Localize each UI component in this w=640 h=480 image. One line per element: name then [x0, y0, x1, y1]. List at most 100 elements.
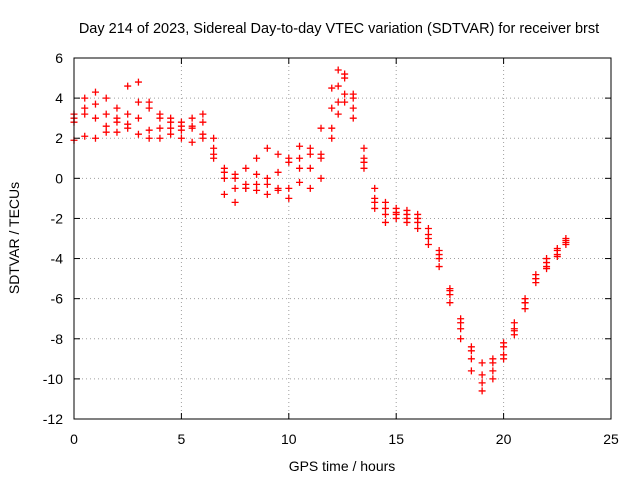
data-point — [306, 184, 314, 192]
data-point — [188, 124, 196, 132]
data-point — [145, 134, 153, 142]
data-point — [553, 247, 561, 255]
y-tick-label: -2 — [51, 210, 64, 226]
data-point — [113, 128, 121, 136]
x-tick-label: 5 — [178, 431, 186, 447]
data-point — [113, 114, 121, 122]
data-point — [253, 180, 261, 188]
data-point — [263, 174, 271, 182]
data-point — [489, 367, 497, 375]
data-point — [210, 144, 218, 152]
data-point — [403, 210, 411, 218]
data-point — [457, 319, 465, 327]
data-point — [500, 343, 508, 351]
data-point — [134, 130, 142, 138]
data-point — [91, 114, 99, 122]
data-point — [102, 110, 110, 118]
data-point — [263, 180, 271, 188]
y-tick-label: -4 — [51, 251, 64, 267]
data-point — [349, 114, 357, 122]
data-point — [263, 144, 271, 152]
data-point — [145, 126, 153, 134]
y-tick-label: 4 — [55, 90, 63, 106]
data-point — [199, 110, 207, 118]
x-tick-label: 25 — [603, 431, 619, 447]
data-point — [489, 375, 497, 383]
data-point — [392, 208, 400, 216]
data-point — [306, 150, 314, 158]
series-day-1 — [70, 90, 570, 387]
data-point — [562, 241, 570, 249]
data-point — [381, 204, 389, 212]
data-point — [91, 100, 99, 108]
y-tick-label: 6 — [55, 50, 63, 66]
data-point — [124, 110, 132, 118]
data-point — [210, 134, 218, 142]
data-point — [424, 241, 432, 249]
data-point — [220, 168, 228, 176]
data-point — [145, 98, 153, 106]
chart-title: Day 214 of 2023, Sidereal Day-to-day VTE… — [79, 21, 599, 37]
y-axis-label: SDTVAR / TECUs — [6, 182, 22, 294]
x-tick-label: 15 — [388, 431, 404, 447]
data-point — [177, 134, 185, 142]
data-point — [124, 120, 132, 128]
data-point — [510, 327, 518, 335]
y-tick-label: 0 — [55, 170, 63, 186]
data-point — [467, 343, 475, 351]
data-point — [328, 84, 336, 92]
data-point — [231, 174, 239, 182]
data-point — [134, 78, 142, 86]
data-point — [328, 134, 336, 142]
grid-lines — [74, 58, 611, 419]
data-point — [414, 214, 422, 222]
x-tick-label: 10 — [281, 431, 297, 447]
data-point — [446, 287, 454, 295]
data-point — [285, 194, 293, 202]
data-point — [424, 224, 432, 232]
y-tick-label: -12 — [43, 411, 63, 427]
data-point — [334, 98, 342, 106]
data-point — [328, 124, 336, 132]
data-point — [424, 230, 432, 238]
data-point — [274, 168, 282, 176]
data-series — [70, 66, 570, 395]
data-point — [371, 198, 379, 206]
data-point — [500, 355, 508, 363]
data-point — [371, 184, 379, 192]
data-point — [381, 210, 389, 218]
x-tick-label: 0 — [70, 431, 78, 447]
data-point — [371, 204, 379, 212]
data-point — [543, 263, 551, 271]
data-point — [521, 299, 529, 307]
data-point — [457, 335, 465, 343]
data-point — [263, 190, 271, 198]
plot-frame — [73, 57, 612, 420]
data-point — [403, 218, 411, 226]
data-point — [274, 150, 282, 158]
data-point — [334, 66, 342, 74]
data-point — [156, 114, 164, 122]
data-point — [134, 114, 142, 122]
y-tick-label: 2 — [55, 130, 63, 146]
data-point — [91, 88, 99, 96]
data-point — [317, 174, 325, 182]
data-point — [510, 319, 518, 327]
data-point — [478, 371, 486, 379]
data-point — [220, 190, 228, 198]
data-point — [553, 253, 561, 261]
x-tick-label: 20 — [496, 431, 512, 447]
data-point — [156, 124, 164, 132]
data-point — [489, 355, 497, 363]
data-point — [81, 132, 89, 140]
data-point — [317, 124, 325, 132]
data-point — [392, 214, 400, 222]
data-point — [521, 305, 529, 313]
data-point — [102, 94, 110, 102]
data-point — [199, 118, 207, 126]
data-point — [457, 325, 465, 333]
data-point — [81, 104, 89, 112]
data-point — [532, 275, 540, 283]
data-point — [296, 178, 304, 186]
data-point — [306, 144, 314, 152]
